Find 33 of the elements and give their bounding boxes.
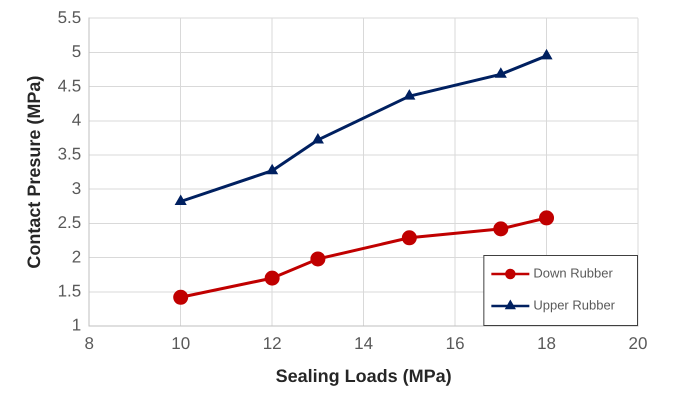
y-tick-label: 3 (72, 178, 82, 198)
y-tick-label: 2.5 (58, 213, 82, 232)
y-tick-label: 5.5 (58, 8, 82, 27)
x-axis-title: Sealing Loads (MPa) (276, 366, 452, 386)
point (540, 49, 552, 60)
x-tick-label: 8 (84, 334, 94, 353)
point (266, 164, 278, 174)
x-tick-label: 20 (628, 334, 648, 353)
point (539, 210, 554, 226)
y-tick-label: 4 (72, 110, 82, 130)
x-tick-label: 12 (262, 334, 282, 353)
y-tick-label: 5 (72, 42, 82, 62)
y-tick-label: 1 (72, 316, 82, 335)
point (495, 68, 507, 78)
y-tick-label: 2 (72, 247, 82, 266)
point (312, 133, 324, 144)
x-tick-label: 10 (171, 334, 190, 353)
legend-label: Upper Rubber (533, 298, 616, 313)
point (173, 290, 188, 305)
y-tick-label: 3.5 (58, 144, 82, 164)
legend-label: Down Rubber (533, 266, 614, 281)
x-tick-label: 14 (354, 334, 374, 353)
point (493, 221, 508, 236)
point (402, 230, 417, 246)
x-tick-label: 16 (446, 334, 465, 353)
point (310, 251, 326, 266)
point (404, 90, 416, 100)
y-axis-title: Contact Presure (MPa) (24, 76, 44, 269)
point (264, 270, 280, 286)
x-tick-label: 18 (537, 334, 556, 353)
point (175, 195, 186, 206)
y-tick-label: 4.5 (58, 76, 82, 96)
y-tick-label: 1.5 (58, 281, 82, 300)
